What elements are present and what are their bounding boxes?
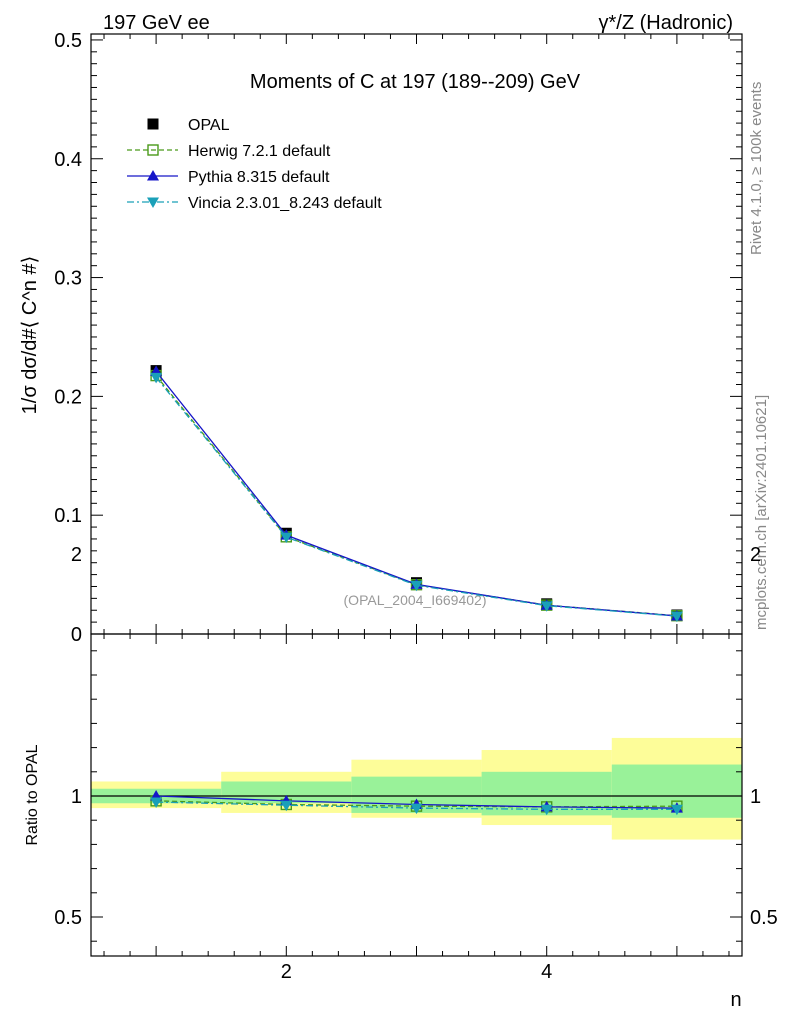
ratio-y-tick-label-left: 2 <box>71 544 82 566</box>
data-point <box>410 580 423 592</box>
main-y-tick-label: 0.4 <box>54 149 82 171</box>
legend-label: Pythia 8.315 default <box>188 169 330 186</box>
ratio-series-vincia-2-3-01-8-243-default <box>150 797 683 816</box>
main-plot-panel: 0 0.1 0.2 0.3 0.4 0.5 1/σ dσ/d#⟨ C^n #⟩ Momen… <box>19 30 743 646</box>
header-process: γ*/Z (Hadronic) <box>599 12 733 34</box>
legend-item-opal: OPAL <box>147 117 230 134</box>
ratio-y-tick-label-left: 0.5 <box>54 907 82 929</box>
data-point <box>670 611 683 623</box>
legend-item-herwig-7-2-1-default: Herwig 7.2.1 default <box>127 143 331 160</box>
main-y-tick-label: 0.1 <box>54 505 82 527</box>
ratio-y-tick-label-right: 2 <box>750 544 761 566</box>
rivet-label: Rivet 4.1.0, ≥ 100k events <box>748 82 765 255</box>
ratio-axis-ticks <box>91 634 742 956</box>
plot-title: Moments of C at 197 (189--209) GeV <box>250 71 581 93</box>
ratio-y-tick-labels: 0.5 0.5 1 1 2 2 <box>54 544 778 929</box>
ratio-y-tick-label-left: 1 <box>71 786 82 808</box>
legend-marker <box>147 144 159 156</box>
main-y-tick-labels: 0 0.1 0.2 0.3 0.4 0.5 <box>54 30 82 646</box>
data-point <box>280 532 293 544</box>
main-y-tick-label: 0.3 <box>54 268 82 290</box>
ratio-y-tick-label-right: 0.5 <box>750 907 778 929</box>
series-line <box>155 376 677 617</box>
main-y-tick-label: 0.2 <box>54 386 82 408</box>
legend-label: Herwig 7.2.1 default <box>188 143 331 160</box>
ratio-y-axis-label: Ratio to OPAL <box>24 744 41 845</box>
ratio-uncertainty-bands <box>91 737 742 840</box>
x-tick-label: 2 <box>281 961 292 983</box>
series-vincia-2-3-01-8-243-default <box>150 372 683 623</box>
legend-marker <box>147 118 159 130</box>
main-y-tick-label: 0.5 <box>54 30 82 52</box>
main-y-tick-label: 0 <box>71 624 82 646</box>
main-y-axis-label: 1/σ dσ/d#⟨ C^n #⟩ <box>19 256 41 415</box>
main-axis-ticks <box>91 34 742 635</box>
ratio-band-inner <box>221 781 352 804</box>
legend-label: Vincia 2.3.01_8.243 default <box>188 195 382 212</box>
ratio-data-point <box>540 804 553 816</box>
ratio-y-tick-label-right: 1 <box>750 786 761 808</box>
ratio-data-point <box>670 804 683 816</box>
data-point <box>540 601 553 612</box>
ratio-data-point <box>280 800 293 812</box>
legend: OPAL Herwig 7.2.1 default Pythia 8.315 def… <box>127 117 382 212</box>
main-series-group <box>150 365 683 623</box>
legend-item-pythia-8-315-default: Pythia 8.315 default <box>127 169 330 186</box>
x-axis-label: n <box>730 989 741 1011</box>
ratio-data-point <box>150 797 163 809</box>
legend-item-vincia-2-3-01-8-243-default: Vincia 2.3.01_8.243 default <box>127 195 382 212</box>
analysis-watermark: (OPAL_2004_I669402) <box>344 592 487 608</box>
legend-marker <box>147 170 159 181</box>
mcplots-label: mcplots.cern.ch [arXiv:2401.10621] <box>753 395 770 630</box>
header-energy: 197 GeV ee <box>103 12 210 34</box>
legend-marker <box>147 197 159 208</box>
legend-label: OPAL <box>188 117 230 134</box>
x-tick-label: 4 <box>541 961 552 983</box>
ratio-series-group <box>150 790 683 816</box>
data-point <box>150 372 163 384</box>
ratio-data-point <box>410 803 423 815</box>
